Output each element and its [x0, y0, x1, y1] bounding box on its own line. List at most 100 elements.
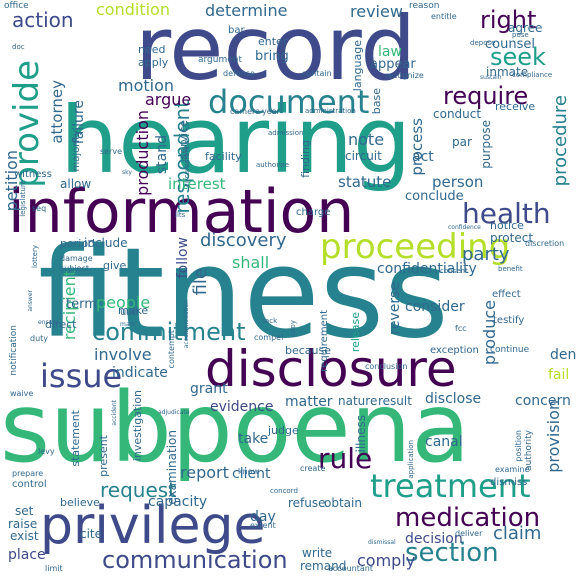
word-reason: reason [409, 1, 440, 11]
word-illness: illness [354, 415, 368, 453]
word-sustain: sustain [480, 74, 502, 81]
word-notification: notification [9, 325, 19, 376]
word-right: right [480, 6, 537, 34]
word-authority: authority [524, 430, 534, 472]
word-accident: accident [111, 400, 118, 426]
word-shall: shall [232, 253, 270, 272]
word-know: know [238, 467, 260, 476]
word-obtain: obtain [324, 496, 362, 510]
word-statement: statement [69, 410, 82, 467]
word-judge: judge [268, 424, 299, 437]
word-extent: extent [250, 521, 276, 530]
word-hearing: hearing [60, 87, 412, 194]
word-answer: answer [27, 290, 34, 312]
word-need: need [138, 43, 166, 56]
word-present: present [97, 435, 110, 477]
word-file: file [190, 268, 211, 296]
word-raise: raise [8, 517, 38, 531]
word-dismiss: dismiss [490, 477, 528, 488]
word-day: day [250, 509, 276, 525]
word-review: review [350, 2, 403, 21]
word-position: position [514, 430, 523, 462]
word-disclosure: disclosure [205, 340, 457, 398]
word-canal: canal [425, 434, 463, 450]
word-waive: waive [10, 389, 34, 398]
word-prepare: prepare [12, 469, 44, 478]
word-lottery: lottery [31, 245, 39, 269]
word-evidence: evidence [210, 399, 274, 415]
word-write: write [302, 546, 333, 560]
word-subject: subject [60, 264, 89, 273]
word-act: act [412, 149, 434, 165]
word-person: person [432, 173, 484, 191]
word-make: make [118, 304, 149, 317]
word-confidentiality: confidentiality [377, 261, 477, 277]
word-damage: damage [60, 254, 93, 263]
word-notice: notice [490, 219, 524, 232]
word-rule: rule [318, 442, 373, 475]
word-camera: camera [230, 107, 261, 116]
word-contempt: contempt [167, 330, 176, 369]
word-provision: provision [544, 400, 563, 473]
word-request: request [100, 478, 177, 502]
word-people: people [96, 293, 151, 312]
word-fcc: fcc [455, 324, 467, 333]
word-apply: apply [138, 56, 169, 69]
word-application: application [407, 440, 415, 479]
word-doc: doc [12, 43, 25, 51]
word-medication: medication [395, 503, 541, 533]
word-adjudicate: adjudicate [158, 409, 190, 416]
word-conclusion: conclusion [365, 362, 408, 371]
word-process: process [408, 118, 426, 176]
word-create: create [300, 464, 326, 473]
word-decision: decision [405, 531, 463, 547]
word-subpoena: subpoena [0, 372, 471, 484]
word-client: client [232, 466, 271, 482]
word-believe: believe [60, 496, 100, 509]
word-confidence: confidence [448, 224, 481, 231]
word-authorize: authorize [256, 161, 289, 169]
word-argue: argue [145, 90, 192, 109]
word-result: result [378, 394, 412, 408]
word-compel: compel [254, 333, 284, 342]
word-sky: sky [122, 169, 132, 176]
word-record: record [135, 0, 417, 100]
word-entitle: entitle [431, 12, 457, 21]
word-benefit: benefit [498, 265, 523, 273]
word-release: release [349, 312, 362, 353]
word-capacity: capacity [148, 494, 208, 510]
word-bar: bar [228, 25, 245, 36]
word-grant: grant [190, 381, 228, 397]
word-charge: charge [296, 207, 331, 218]
word-contain: contain [302, 69, 332, 78]
word-involve: involve [94, 345, 152, 364]
word-fail: fail [548, 367, 570, 383]
word-dismissal: dismissal [368, 539, 396, 546]
word-commitment: commitment [92, 318, 246, 346]
word-action: action [12, 8, 74, 32]
word-require: require [443, 82, 529, 110]
word-follow: follow [175, 237, 191, 279]
word-finding: finding [299, 140, 312, 178]
word-party: party [462, 244, 510, 265]
word-comply: comply [357, 551, 416, 570]
word-office: office [4, 1, 29, 11]
word-facility: facility [205, 150, 242, 163]
word-communication: communication [102, 546, 288, 574]
word-produce: produce [480, 300, 499, 366]
word-information: information [8, 177, 355, 247]
word-duty: duty [30, 334, 49, 343]
word-treatment: treatment [370, 467, 531, 505]
word-issue: issue [40, 357, 123, 395]
word-year: year [262, 107, 280, 116]
word-serve: serve [100, 147, 123, 156]
word-majority: majority [71, 130, 82, 172]
word-purpose: purpose [479, 120, 493, 169]
word-motion: motion [118, 76, 175, 95]
word-remand: remand [300, 559, 347, 573]
word-deliver: deliver [455, 529, 483, 538]
word-testify: testify [493, 315, 525, 326]
word-law: law [378, 44, 402, 60]
word-copy: copy [289, 320, 297, 337]
